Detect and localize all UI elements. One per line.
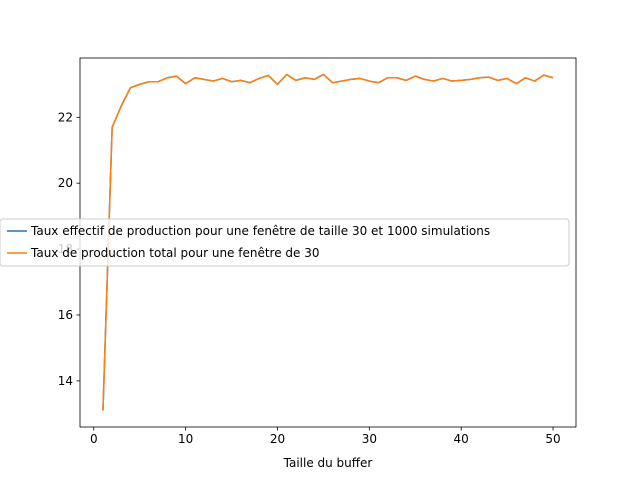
x-tick-label: 30: [362, 432, 377, 446]
y-tick-label: 20: [58, 176, 73, 190]
series-line-2: [102, 73, 554, 411]
x-tick-label: 0: [90, 432, 98, 446]
legend-box: [0, 218, 570, 267]
plot-lines: [102, 73, 554, 411]
y-tick-label: 22: [58, 110, 73, 124]
y-tick-label: 16: [58, 308, 73, 322]
y-tick-label: 14: [58, 374, 73, 388]
legend-entry-1: Taux effectif de production pour une fen…: [30, 224, 490, 238]
legend: Taux effectif de production pour une fen…: [0, 218, 570, 267]
x-axis-label: Taille du buffer: [283, 456, 373, 470]
x-tick-label: 20: [270, 432, 285, 446]
x-tick-label: 50: [545, 432, 560, 446]
x-tick-label: 10: [178, 432, 193, 446]
x-tick-label: 40: [454, 432, 469, 446]
legend-entry-2: Taux de production total pour une fenêtr…: [30, 246, 320, 260]
